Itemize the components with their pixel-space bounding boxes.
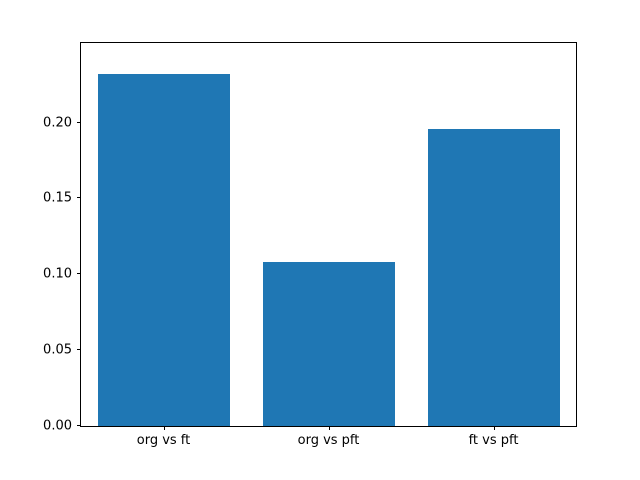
bar-org-vs-pft [262, 262, 395, 426]
y-tick-label: 0.10 [43, 266, 72, 282]
y-tick-label: 0.20 [43, 115, 72, 131]
bar-ft-vs-pft [427, 128, 560, 426]
x-tick-mark [328, 426, 330, 430]
x-tick-label-ft-vs-pft: ft vs pft [468, 433, 519, 448]
y-tick-label: 0.05 [43, 342, 72, 358]
y-tick-label: 0.15 [43, 190, 72, 206]
y-tick-mark [77, 273, 81, 275]
y-tick-mark [77, 121, 81, 123]
axes: 0.00 0.05 0.10 0.15 0.20 org vs ft org vs pft f… [43, 42, 577, 447]
y-tick-label: 0.00 [43, 418, 72, 434]
x-tick-mark [163, 426, 165, 430]
y-tick-mark [77, 425, 81, 426]
y-tick-mark [77, 349, 81, 351]
x-tick-mark [493, 426, 495, 430]
y-tick-mark [77, 197, 81, 199]
bar-org-vs-ft [97, 74, 230, 426]
x-tick-label-org-vs-pft: org vs pft [297, 433, 360, 448]
x-tick-label-org-vs-ft: org vs ft [136, 433, 191, 448]
